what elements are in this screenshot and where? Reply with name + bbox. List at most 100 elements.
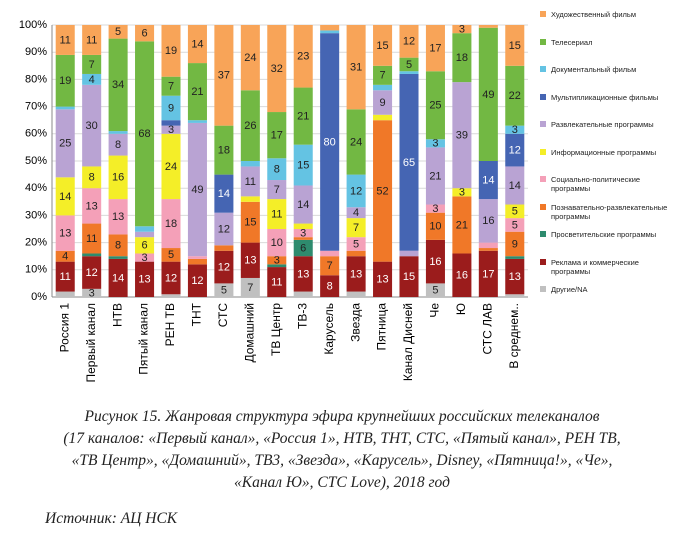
legend-item: Развлекательные программы <box>540 120 680 148</box>
bar-segment <box>82 73 102 85</box>
bar-segment <box>187 63 207 121</box>
bar-segment <box>452 196 472 254</box>
x-tick-label: Первый канал <box>84 303 98 383</box>
legend-item: Реклама и коммерческие программы <box>540 258 680 286</box>
bar-segment <box>505 294 525 297</box>
bar-segment <box>267 199 287 229</box>
bar-segment <box>55 291 75 297</box>
data-label: 4 <box>62 251 68 263</box>
bar-segment <box>346 25 366 110</box>
data-label: 7 <box>353 222 359 234</box>
bar-segment <box>320 250 340 257</box>
data-label: 15 <box>244 217 256 229</box>
bar-segment <box>108 234 128 257</box>
bar-segment <box>187 122 207 257</box>
data-label: 13 <box>376 274 388 286</box>
bar-segment <box>346 291 366 297</box>
bar-segment <box>478 250 498 297</box>
source: Источник: АЦ НСК <box>45 510 178 527</box>
legend-item: Другие/NA <box>540 285 680 313</box>
x-tick-label: Пятница <box>375 303 389 351</box>
bar-segment <box>214 250 234 284</box>
data-label: 13 <box>59 227 71 239</box>
bar-segment <box>82 25 102 55</box>
bar-segment <box>187 120 207 123</box>
data-label: 15 <box>376 40 388 52</box>
legend-swatch <box>540 148 546 155</box>
bar-segment <box>214 25 234 126</box>
x-tick-label: ТВ-3 <box>295 303 309 329</box>
data-label: 3 <box>141 252 147 264</box>
caption-line: Рисунок 15. Жанровая структура эфира кру… <box>84 408 600 425</box>
data-label: 22 <box>509 90 521 102</box>
x-tick-label: В среднем.. <box>507 303 521 369</box>
data-label: 14 <box>509 180 521 192</box>
bar-segment <box>346 109 366 175</box>
data-label: 11 <box>60 271 71 283</box>
data-label: 6 <box>141 240 147 252</box>
bar-segment <box>82 84 102 167</box>
bar-segment <box>161 76 181 96</box>
data-label: 26 <box>244 120 256 132</box>
legend-item: Социально-политические программы <box>540 175 680 203</box>
data-label: 5 <box>432 285 438 297</box>
data-label: 12 <box>350 185 362 197</box>
x-tick-label: Домашний <box>243 303 257 363</box>
bar-segment <box>135 41 155 227</box>
bar-segment <box>240 90 260 161</box>
y-tick-label: 40% <box>25 182 47 194</box>
bar-segment <box>135 261 155 297</box>
legend-swatch <box>540 11 546 17</box>
data-label: 6 <box>141 28 147 40</box>
bar-segment <box>55 250 75 262</box>
legend-label: Просветительские программы <box>551 230 657 239</box>
bar-segment <box>240 161 260 167</box>
data-label: 3 <box>432 138 438 150</box>
bar-segment <box>240 196 260 202</box>
legend-label: Развлекательные программы <box>551 120 654 129</box>
bar-segment <box>135 237 155 254</box>
bar-segment <box>373 65 393 85</box>
bar-segment <box>267 256 287 265</box>
data-label: 4 <box>353 207 359 219</box>
legend-swatch <box>540 121 546 127</box>
legend-item: Мультипликационные фильмы <box>540 93 680 121</box>
bar-segment <box>214 245 234 251</box>
bar-segment <box>399 71 419 74</box>
data-label: 5 <box>512 206 518 218</box>
bar-segment <box>267 267 287 297</box>
data-label: 37 <box>218 70 230 82</box>
bar-segment <box>505 125 525 134</box>
x-tick-label: Пятый канал <box>137 303 151 375</box>
x-tick-label: Россия 1 <box>57 303 71 353</box>
data-label: 12 <box>403 36 415 48</box>
bar-segment <box>425 239 445 284</box>
x-tick-label: Карусель <box>322 303 336 355</box>
bar-segment <box>320 275 340 297</box>
data-label: 17 <box>271 130 283 142</box>
data-label: 10 <box>271 237 283 249</box>
legend-label: Другие/NA <box>551 285 588 294</box>
data-label: 52 <box>376 185 388 197</box>
bar-segment <box>82 54 102 74</box>
data-label: 18 <box>165 218 177 230</box>
data-label: 8 <box>115 240 121 252</box>
bar-segment <box>346 250 366 257</box>
legend-label: Телесериал <box>551 37 593 47</box>
data-label: 10 <box>429 221 441 233</box>
x-tick-label: Звезда <box>348 303 362 342</box>
y-tick-label: 0% <box>31 291 47 303</box>
bar-segment <box>267 264 287 268</box>
legend-swatch <box>540 176 546 182</box>
data-label: 39 <box>456 130 468 142</box>
x-tick-label: НТВ <box>110 303 124 327</box>
legend-swatch <box>540 286 546 292</box>
data-label: 14 <box>218 188 230 200</box>
data-label: 8 <box>89 172 95 184</box>
legend-item: Документальный фильм <box>540 65 680 93</box>
bar-segment <box>240 201 260 243</box>
bar-segment <box>214 212 234 246</box>
data-label: 7 <box>274 184 280 196</box>
